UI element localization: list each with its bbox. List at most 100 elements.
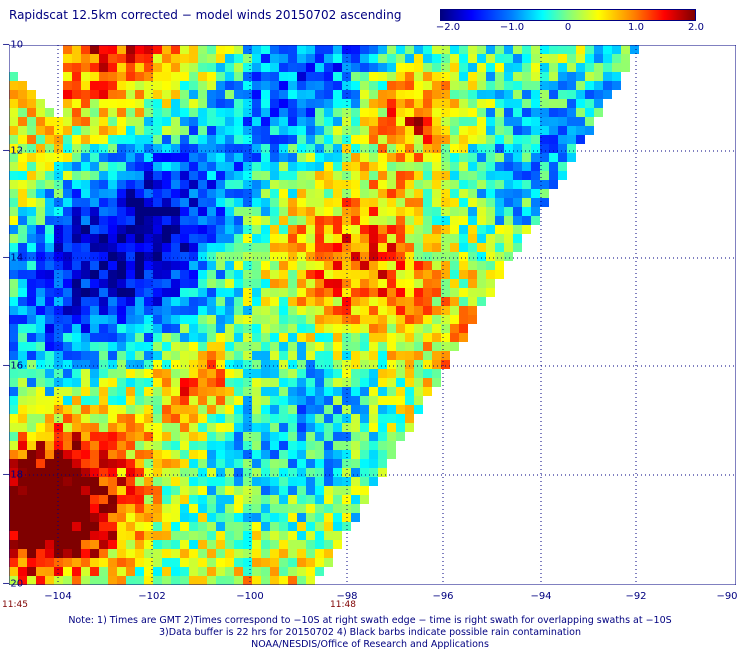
map-cell: [126, 297, 135, 306]
map-cell: [486, 225, 495, 234]
map-cell: [477, 243, 486, 252]
map-cell: [594, 63, 603, 72]
map-cell: [396, 54, 405, 63]
map-cell: [18, 288, 27, 297]
map-cell: [153, 414, 162, 423]
map-cell: [207, 567, 216, 576]
map-cell: [306, 162, 315, 171]
map-cell: [54, 360, 63, 369]
map-cell: [153, 270, 162, 279]
map-cell: [81, 423, 90, 432]
map-cell: [45, 342, 54, 351]
map-cell: [189, 324, 198, 333]
map-cell: [126, 234, 135, 243]
map-cell: [9, 72, 18, 81]
map-cell: [63, 441, 72, 450]
map-cell: [279, 117, 288, 126]
map-cell: [162, 576, 171, 585]
map-cell: [342, 198, 351, 207]
map-cell: [369, 279, 378, 288]
map-cell: [36, 270, 45, 279]
map-cell: [432, 162, 441, 171]
map-cell: [333, 486, 342, 495]
map-cell: [117, 531, 126, 540]
map-cell: [315, 234, 324, 243]
map-cell: [99, 99, 108, 108]
map-cell: [297, 486, 306, 495]
map-cell: [369, 270, 378, 279]
map-cell: [306, 261, 315, 270]
map-cell: [216, 198, 225, 207]
map-cell: [234, 540, 243, 549]
map-cell: [189, 216, 198, 225]
map-cell: [18, 225, 27, 234]
map-cell: [504, 72, 513, 81]
map-cell: [18, 540, 27, 549]
map-cell: [423, 288, 432, 297]
map-cell: [135, 72, 144, 81]
map-cell: [594, 45, 603, 54]
map-cell: [36, 459, 45, 468]
map-cell: [180, 90, 189, 99]
map-cell: [81, 252, 90, 261]
lat-label: −20: [2, 578, 24, 590]
map-cell: [576, 90, 585, 99]
map-cell: [162, 216, 171, 225]
map-cell: [288, 441, 297, 450]
map-cell: [405, 387, 414, 396]
map-cell: [108, 45, 117, 54]
map-cell: [36, 360, 45, 369]
map-cell: [117, 270, 126, 279]
map-cell: [252, 558, 261, 567]
map-cell: [522, 225, 531, 234]
map-cell: [99, 360, 108, 369]
map-cell: [225, 72, 234, 81]
map-cell: [297, 207, 306, 216]
map-cell: [270, 54, 279, 63]
map-cell: [144, 405, 153, 414]
map-cell: [45, 396, 54, 405]
map-cell: [270, 126, 279, 135]
map-cell: [432, 333, 441, 342]
map-cell: [36, 324, 45, 333]
map-cell: [63, 117, 72, 126]
map-cell: [324, 414, 333, 423]
map-cell: [90, 315, 99, 324]
map-cell: [189, 477, 198, 486]
map-cell: [441, 90, 450, 99]
map-cell: [225, 135, 234, 144]
map-cell: [459, 180, 468, 189]
map-cell: [432, 324, 441, 333]
map-cell: [225, 207, 234, 216]
map-cell: [252, 477, 261, 486]
map-cell: [126, 324, 135, 333]
map-cell: [81, 369, 90, 378]
map-cell: [351, 360, 360, 369]
map-cell: [306, 279, 315, 288]
map-cell: [189, 459, 198, 468]
map-cell: [396, 198, 405, 207]
map-cell: [189, 414, 198, 423]
map-cell: [162, 261, 171, 270]
map-cell: [342, 99, 351, 108]
map-cell: [333, 216, 342, 225]
map-cell: [81, 459, 90, 468]
map-cell: [153, 189, 162, 198]
map-cell: [63, 90, 72, 99]
map-cell: [486, 261, 495, 270]
map-cell: [414, 378, 423, 387]
map-cell: [324, 117, 333, 126]
map-cell: [279, 72, 288, 81]
map-cell: [360, 279, 369, 288]
map-cell: [315, 495, 324, 504]
map-cell: [117, 576, 126, 585]
map-cell: [351, 387, 360, 396]
map-cell: [405, 351, 414, 360]
map-cell: [495, 234, 504, 243]
map-cell: [45, 567, 54, 576]
map-cell: [117, 81, 126, 90]
map-cell: [405, 405, 414, 414]
map-cell: [54, 207, 63, 216]
map-cell: [72, 495, 81, 504]
map-cell: [270, 360, 279, 369]
